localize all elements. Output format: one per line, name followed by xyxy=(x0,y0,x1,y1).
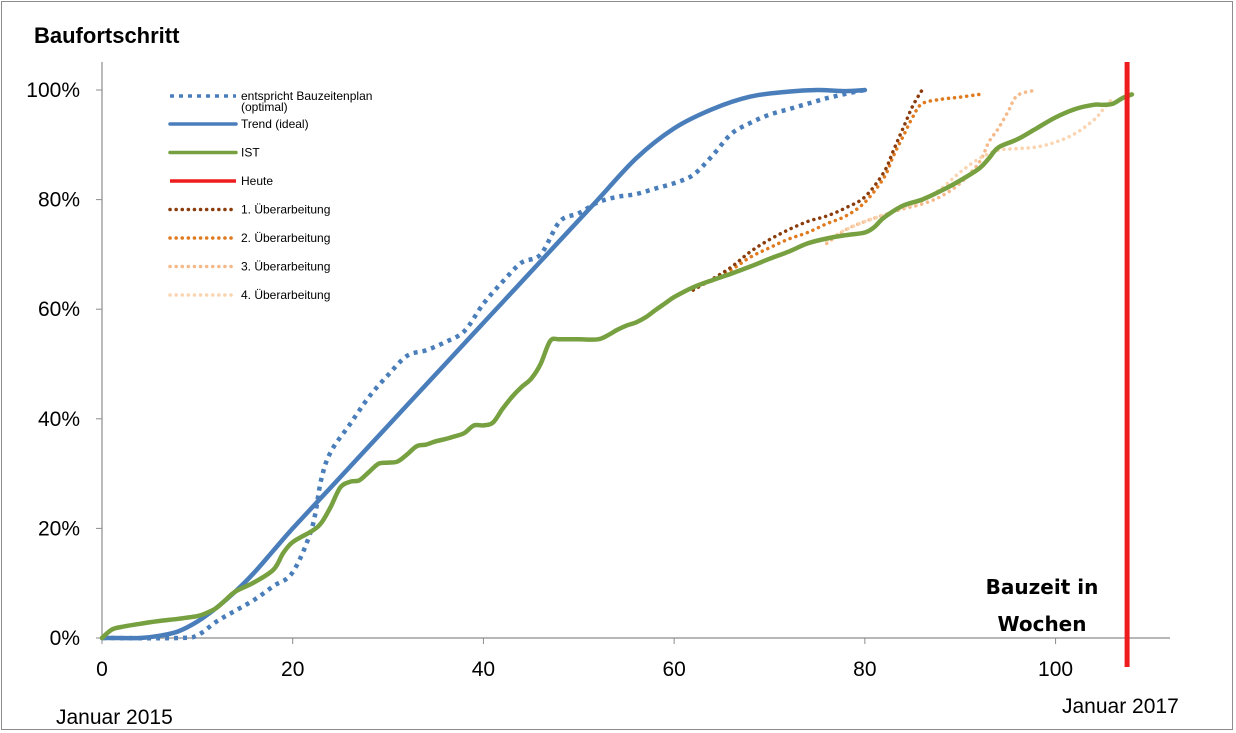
series-line-entspricht-bauzeitenplan-optimal xyxy=(101,87,866,641)
legend-label: 4. Überarbeitung xyxy=(241,288,330,302)
legend-label: Heute xyxy=(241,174,273,188)
legend-label: 3. Überarbeitung xyxy=(241,260,330,274)
legend-entry: 1. Überarbeitung xyxy=(168,203,330,217)
y-tick-label: 40% xyxy=(38,408,80,431)
annotations: Bauzeit in Wochen Januar 2015 Januar 201… xyxy=(56,575,1179,729)
series-line-3-berarbeitung xyxy=(824,88,1039,246)
legend-entry: 2. Überarbeitung xyxy=(168,231,330,245)
series-line-4-berarbeitung xyxy=(824,96,1115,243)
y-tick-label: 20% xyxy=(38,517,80,540)
y-tick-label: 100% xyxy=(26,79,80,102)
legend-entry: entspricht Bauzeitenplan(optimal) xyxy=(170,89,372,114)
legend-entry: Heute xyxy=(170,174,273,188)
x-axis-label-line-1: Bauzeit in xyxy=(986,575,1099,599)
legend-label: Trend (ideal) xyxy=(241,117,309,131)
x-tick-label: 0 xyxy=(96,658,108,681)
legend-entry: Trend (ideal) xyxy=(168,117,309,131)
legend-label: entspricht Bauzeitenplan xyxy=(241,89,372,103)
series-line-1-berarbeitung xyxy=(691,88,924,292)
y-tick-label: 60% xyxy=(38,298,80,321)
x-axis-label-line-2: Wochen xyxy=(998,612,1087,636)
series-line-2-berarbeitung xyxy=(691,92,982,292)
legend-entry: 4. Überarbeitung xyxy=(168,288,330,302)
y-tick-label: 80% xyxy=(38,189,80,212)
legend-entry: 3. Überarbeitung xyxy=(168,260,330,274)
series-line-ist xyxy=(99,92,1135,641)
x-tick-label: 80 xyxy=(853,658,876,681)
x-tick-label: 60 xyxy=(662,658,685,681)
start-date-note: Januar 2015 xyxy=(56,706,173,729)
legend-label: IST xyxy=(241,146,260,160)
series-line-trend-ideal xyxy=(99,87,868,641)
axes: 0% 20% 40% 60% 80% 100% 0 20 40 60 80 100 xyxy=(26,62,1170,681)
series-layer xyxy=(99,62,1135,667)
legend: entspricht Bauzeitenplan(optimal) Trend (… xyxy=(168,89,372,302)
legend-label: 1. Überarbeitung xyxy=(241,203,330,217)
legend-label: (optimal) xyxy=(241,100,288,114)
legend-entry: IST xyxy=(168,146,260,160)
end-date-note: Januar 2017 xyxy=(1062,695,1179,718)
y-tick-label: 0% xyxy=(50,627,80,650)
x-tick-label: 20 xyxy=(281,658,304,681)
x-tick-label: 40 xyxy=(472,658,495,681)
x-tick-label: 100 xyxy=(1038,658,1073,681)
legend-label: 2. Überarbeitung xyxy=(241,231,330,245)
chart-title: Baufortschritt xyxy=(34,23,180,48)
